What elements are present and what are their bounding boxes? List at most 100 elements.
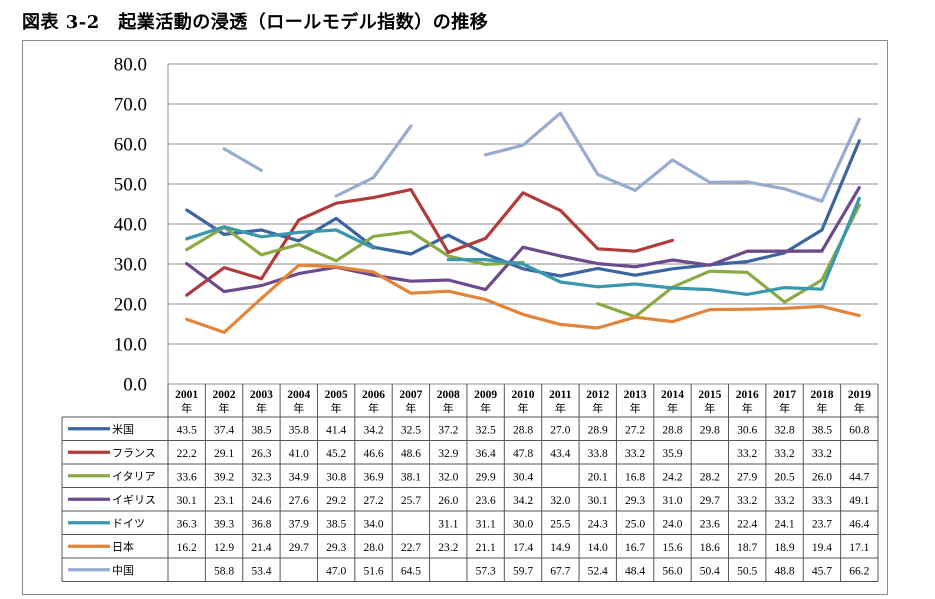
- data-label: 39.3: [214, 518, 234, 530]
- series-line: [185, 139, 861, 278]
- data-label: 36.8: [251, 518, 271, 530]
- data-label: 27.2: [625, 424, 645, 436]
- x-tick-suffix: 年: [405, 401, 416, 415]
- data-label: 14.0: [588, 542, 608, 554]
- data-label: 32.8: [775, 424, 795, 436]
- x-tick-label: 2010: [512, 389, 535, 401]
- x-tick-suffix: 年: [555, 401, 566, 415]
- data-label: 39.2: [214, 471, 234, 483]
- legend-label: イギリス: [112, 493, 156, 506]
- x-tick-suffix: 年: [704, 401, 715, 415]
- x-tick-suffix: 年: [630, 401, 641, 415]
- x-tick-suffix: 年: [742, 401, 753, 415]
- x-tick-suffix: 年: [779, 401, 790, 415]
- series-line: [222, 147, 263, 172]
- data-label: 33.6: [177, 471, 197, 483]
- data-label: 27.9: [737, 471, 757, 483]
- data-label: 18.7: [737, 542, 757, 554]
- data-label: 28.2: [700, 471, 720, 483]
- x-tick-label: 2016: [736, 389, 759, 401]
- x-tick-label: 2007: [399, 389, 422, 401]
- data-label: 28.8: [662, 424, 682, 436]
- data-label: 19.4: [812, 542, 832, 554]
- data-label: 36.3: [177, 518, 197, 530]
- data-label: 33.2: [812, 448, 832, 460]
- x-tick-label: 2015: [698, 389, 721, 401]
- data-label: 33.2: [737, 448, 757, 460]
- data-label: 24.3: [588, 518, 608, 530]
- data-label: 16.2: [177, 542, 197, 554]
- data-label: 49.1: [849, 495, 869, 507]
- data-label: 15.6: [662, 542, 682, 554]
- chart-frame: [22, 40, 888, 595]
- data-label: 27.6: [289, 495, 309, 507]
- data-label: 23.1: [214, 495, 234, 507]
- data-label: 20.1: [588, 471, 608, 483]
- data-label: 28.8: [513, 424, 533, 436]
- data-label: 46.6: [363, 448, 383, 460]
- x-tick-label: 2014: [661, 389, 684, 401]
- data-label: 46.4: [849, 518, 869, 530]
- series-line: [185, 186, 861, 294]
- x-tick-label: 2002: [213, 389, 236, 401]
- series-line: [334, 124, 413, 198]
- x-tick-suffix: 年: [256, 401, 267, 415]
- legend-label: 中国: [112, 564, 134, 577]
- data-label: 17.4: [513, 542, 533, 554]
- x-tick-label: 2018: [810, 389, 833, 401]
- data-label: 24.1: [775, 518, 795, 530]
- data-label: 32.9: [438, 448, 458, 460]
- data-label: 31.1: [476, 518, 496, 530]
- data-label: 41.4: [326, 424, 346, 436]
- series-line: [484, 111, 861, 203]
- data-label: 32.5: [476, 424, 496, 436]
- series-line: [446, 196, 861, 296]
- data-label: 57.3: [476, 565, 496, 577]
- data-label: 30.0: [513, 518, 533, 530]
- data-label: 47.8: [513, 448, 533, 460]
- data-label: 60.8: [849, 424, 869, 436]
- data-label: 30.1: [177, 495, 197, 507]
- data-label: 33.2: [737, 495, 757, 507]
- y-tick-label: 80.0: [114, 55, 147, 76]
- data-label: 24.0: [662, 518, 682, 530]
- data-label: 36.4: [476, 448, 496, 460]
- data-label: 30.4: [513, 471, 533, 483]
- x-tick-label: 2004: [287, 389, 310, 401]
- data-label: 21.4: [251, 542, 271, 554]
- data-label: 53.4: [251, 565, 271, 577]
- data-label: 23.6: [476, 495, 496, 507]
- data-label: 58.8: [214, 565, 234, 577]
- x-tick-suffix: 年: [181, 401, 192, 415]
- x-tick-suffix: 年: [592, 401, 603, 415]
- data-label: 21.1: [476, 542, 496, 554]
- data-label: 48.8: [775, 565, 795, 577]
- data-label: 29.8: [700, 424, 720, 436]
- y-tick-label: 0.0: [123, 375, 147, 396]
- data-label: 37.4: [214, 424, 234, 436]
- data-label: 45.2: [326, 448, 346, 460]
- data-label: 33.8: [588, 448, 608, 460]
- y-tick-label: 50.0: [114, 175, 147, 196]
- series-line: [596, 203, 861, 319]
- x-tick-label: 2011: [549, 389, 572, 401]
- y-tick-label: 60.0: [114, 135, 147, 156]
- y-tick-label: 40.0: [114, 215, 147, 236]
- x-tick-label: 2019: [848, 389, 871, 401]
- data-label: 32.5: [401, 424, 421, 436]
- data-label: 14.9: [550, 542, 570, 554]
- data-label: 29.2: [326, 495, 346, 507]
- data-label: 24.6: [251, 495, 271, 507]
- data-label: 56.0: [662, 565, 682, 577]
- data-label: 35.8: [289, 424, 309, 436]
- legend-label: イタリア: [112, 470, 156, 483]
- data-label: 29.3: [625, 495, 645, 507]
- data-label: 22.7: [401, 542, 421, 554]
- data-label: 36.9: [363, 471, 383, 483]
- x-tick-suffix: 年: [331, 401, 342, 415]
- data-label: 37.2: [438, 424, 458, 436]
- series-line: [185, 188, 675, 297]
- x-tick-label: 2001: [175, 389, 198, 401]
- data-label: 28.9: [588, 424, 608, 436]
- data-label: 48.4: [625, 565, 645, 577]
